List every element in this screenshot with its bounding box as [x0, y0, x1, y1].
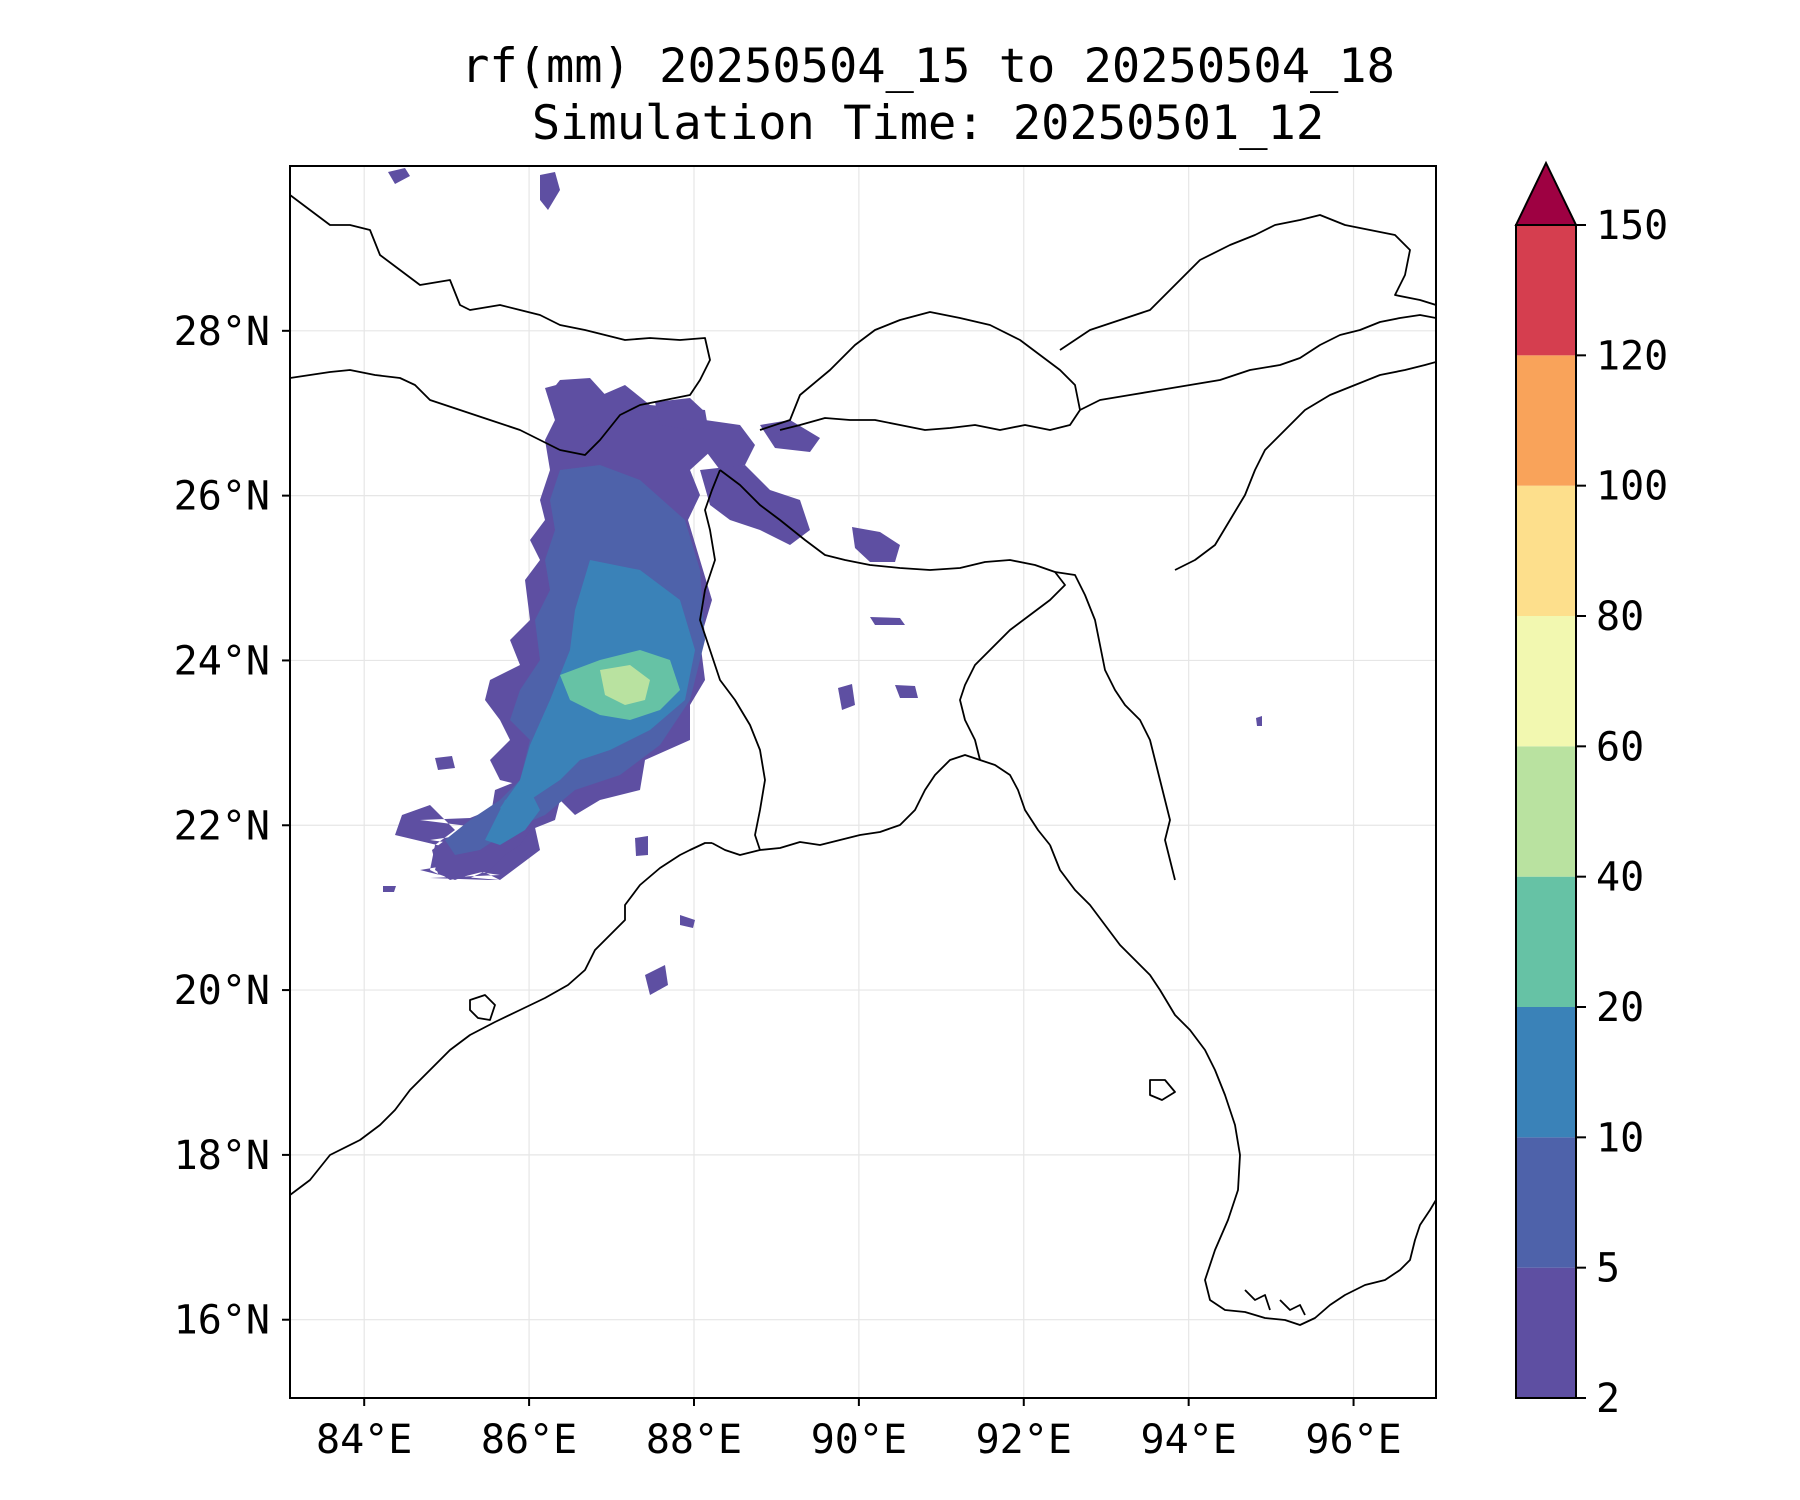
rain-area-northbengal [700, 465, 810, 545]
x-tick-label: 88°E [646, 1417, 742, 1463]
rain-area-small-2 [838, 684, 855, 710]
rain-area-meghalaya [852, 527, 900, 562]
colorbar-frame [1515, 224, 1577, 1399]
colorbar-tick-label: 5 [1596, 1246, 1620, 1292]
colorbar-tick-label: 40 [1596, 855, 1644, 901]
title-line-1: rf(mm) 20250504_15 to 20250504_18 [461, 39, 1395, 94]
sri-island [469, 994, 496, 1021]
rain-area-bhutan [760, 420, 820, 452]
colorbar-tick-label: 60 [1596, 724, 1644, 770]
colorbar-bin [1516, 1267, 1576, 1398]
rain-area-north-2 [655, 398, 705, 430]
rain-area-north-1 [548, 378, 610, 430]
andaman-coast-1 [1244, 1289, 1271, 1311]
rain-area-small-1 [870, 617, 905, 625]
rain-area-small-5 [680, 915, 695, 928]
y-tick-label: 24°N [174, 638, 270, 684]
rain-area-small-8 [383, 886, 396, 892]
coastlines-borders [290, 194, 1436, 1326]
colorbar-bin [1516, 746, 1576, 877]
colorbar-tick-label: 20 [1596, 985, 1644, 1031]
colorbar-bin [1516, 355, 1576, 486]
colorbar-tick-label: 10 [1596, 1115, 1644, 1161]
x-tick-label: 86°E [481, 1417, 577, 1463]
bangladesh-west-border [699, 469, 766, 851]
colorbar-bin [1516, 616, 1576, 747]
x-tick-label: 94°E [1140, 1417, 1236, 1463]
sundarbans-coast [711, 754, 1051, 856]
x-axis: 84°E 86°E 88°E 90°E 92°E 94°E 96°E [316, 1398, 1402, 1463]
myanmar-india-border [1054, 571, 1176, 881]
rain-area-small-7 [435, 756, 455, 770]
rain-area-sikkim [705, 420, 755, 470]
colorbar-bin [1516, 1137, 1576, 1268]
rain-area-northwest [540, 172, 560, 210]
rain-area-small-6 [645, 965, 668, 995]
myanmar-island [1149, 1079, 1176, 1101]
colorbar: 2 5 10 20 40 60 80 100 120 150 [1514, 160, 1668, 1422]
colorbar-bin [1516, 485, 1576, 616]
x-tick-label: 90°E [811, 1417, 907, 1463]
x-tick-label: 84°E [316, 1417, 412, 1463]
colorbar-tick-label: 150 [1596, 203, 1668, 249]
china-border [1059, 214, 1436, 351]
colorbar-bin [1516, 876, 1576, 1007]
y-tick-label: 18°N [174, 1133, 270, 1179]
y-tick-label: 20°N [174, 968, 270, 1014]
myanmar-coast [1049, 844, 1436, 1326]
colorbar-extend-arrow [1514, 160, 1578, 226]
rain-area-small-9 [1256, 716, 1262, 726]
rainfall-contours [383, 168, 1262, 995]
colorbar-bin [1516, 1007, 1576, 1138]
x-tick-label: 96°E [1305, 1417, 1401, 1463]
rain-area-northwest-2 [388, 168, 410, 184]
colorbar-tick-label: 100 [1596, 464, 1668, 510]
andaman-coast-2 [1279, 1299, 1306, 1316]
colorbar-tick-label: 80 [1596, 594, 1644, 640]
gridlines [290, 166, 1436, 1398]
rain-area-level-40 [600, 665, 650, 705]
india-east-coast [290, 842, 712, 1196]
bhutan-border [759, 311, 1081, 431]
rain-area-small-3 [895, 685, 918, 698]
bangladesh-border [719, 469, 1066, 761]
y-tick-label: 22°N [174, 803, 270, 849]
y-tick-label: 16°N [174, 1298, 270, 1344]
title-line-2: Simulation Time: 20250501_12 [531, 96, 1325, 151]
colorbar-bin [1516, 225, 1576, 356]
y-axis: 16°N 18°N 20°N 22°N 24°N 26°N 28°N [174, 309, 290, 1344]
nepal-border [290, 194, 711, 456]
colorbar-tick-label: 2 [1596, 1376, 1620, 1422]
map-frame [289, 165, 1437, 1399]
colorbar-tick-label: 120 [1596, 333, 1668, 379]
northeast-india-border [1079, 314, 1436, 411]
rain-area-small-4 [635, 836, 648, 856]
y-tick-label: 26°N [174, 474, 270, 520]
rain-area-level-10-sw [485, 790, 540, 845]
x-tick-label: 92°E [976, 1417, 1072, 1463]
assam-myanmar-border [1174, 361, 1436, 571]
y-tick-label: 28°N [174, 309, 270, 355]
